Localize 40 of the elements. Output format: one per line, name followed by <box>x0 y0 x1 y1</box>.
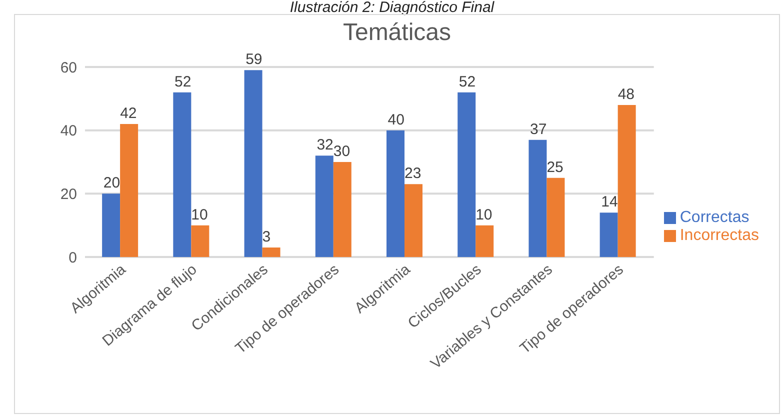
legend-label: Incorrectas <box>680 227 759 244</box>
bar <box>120 124 138 257</box>
bar <box>244 70 262 257</box>
bar <box>262 248 280 257</box>
data-label: 14 <box>601 194 618 211</box>
bar <box>315 156 334 257</box>
y-tick-label: 20 <box>60 186 77 203</box>
data-label: 42 <box>120 105 137 122</box>
bar <box>404 184 422 257</box>
chart-title: Temáticas <box>342 19 452 47</box>
bar <box>476 225 494 257</box>
data-label: 59 <box>246 51 262 68</box>
legend-label: Correctas <box>680 209 750 226</box>
data-label: 32 <box>316 136 334 154</box>
data-label: 52 <box>458 73 476 90</box>
data-label: 37 <box>530 120 547 138</box>
bar <box>528 140 547 257</box>
bar <box>600 212 618 257</box>
data-label: 3 <box>262 228 271 246</box>
bar <box>102 194 120 257</box>
y-tick-label: 0 <box>68 249 77 266</box>
data-label: 40 <box>388 111 404 128</box>
data-label: 23 <box>404 165 422 182</box>
data-label: 10 <box>476 206 492 224</box>
data-label: 20 <box>103 174 120 192</box>
bar <box>618 105 636 257</box>
data-label: 52 <box>174 73 192 90</box>
bar <box>386 130 404 257</box>
data-label: 25 <box>546 158 564 176</box>
data-label: 10 <box>191 206 208 224</box>
data-label: 48 <box>618 86 635 103</box>
bar <box>546 178 565 257</box>
bar <box>173 92 192 257</box>
bar <box>458 92 476 257</box>
y-tick-label: 40 <box>60 122 77 140</box>
text: Ilustración 2: Diagnóstico Final <box>288 0 496 16</box>
data-label: 30 <box>333 143 350 160</box>
bar <box>191 225 210 257</box>
bar <box>333 162 352 257</box>
y-tick-label: 60 <box>60 59 77 76</box>
